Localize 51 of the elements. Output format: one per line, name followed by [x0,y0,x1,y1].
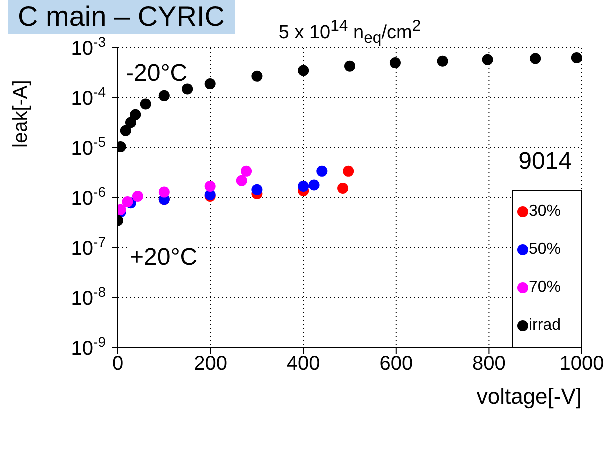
chart-subtitle: 5 x 10$^{14}$ n$_{eq}$/cm$^{2}$ [278,18,422,48]
x-tick-label: 400 [286,353,320,376]
point [132,191,144,202]
point [120,125,132,136]
y-tick-label: 10$^{-8}$ [71,284,106,310]
point [241,166,252,177]
x-tick-label: 0 [112,353,124,376]
annotation: +20°C [130,244,198,272]
chart-title: C main – CYRIC [8,0,235,34]
point [437,56,448,67]
x-axis-title: voltage[-V] [476,384,582,410]
point [298,65,310,76]
legend-label: 30% [529,203,562,221]
y-tick-label: 10$^{-3}$ [71,34,106,60]
point [130,109,142,120]
annotation: 9014 [518,148,572,176]
y-tick-label: 10$^{-5}$ [71,134,106,160]
x-tick-label: 600 [380,353,414,376]
legend-label: irrad [529,317,562,335]
legend-label: 50% [529,241,562,259]
legend-label: 70% [529,279,562,297]
point [530,53,542,64]
point [204,180,216,192]
point [344,60,356,72]
point [158,90,170,102]
point [236,175,248,186]
y-tick-label: 10$^{-9}$ [71,334,106,360]
y-tick-label: 10$^{-4}$ [71,84,106,110]
point [316,166,328,177]
point [252,184,263,196]
point [343,166,354,177]
point [338,182,349,194]
x-tick-label: 800 [472,353,506,376]
y-axis-title: leak[-A] [10,80,33,148]
y-tick-label: 10$^{-7}$ [71,234,106,260]
point [390,58,401,69]
point [122,196,134,208]
x-tick-label: 200 [194,353,228,376]
point [204,78,216,90]
point [298,180,310,192]
point [158,186,170,198]
point [140,98,152,110]
point [571,52,582,64]
point [308,180,320,191]
point [125,117,136,128]
point [252,70,263,82]
y-tick-label: 10$^{-6}$ [71,184,106,210]
x-tick-label: 1000 [560,353,604,376]
annotation: -20°C [126,60,188,88]
point [482,54,494,66]
point [182,84,194,95]
